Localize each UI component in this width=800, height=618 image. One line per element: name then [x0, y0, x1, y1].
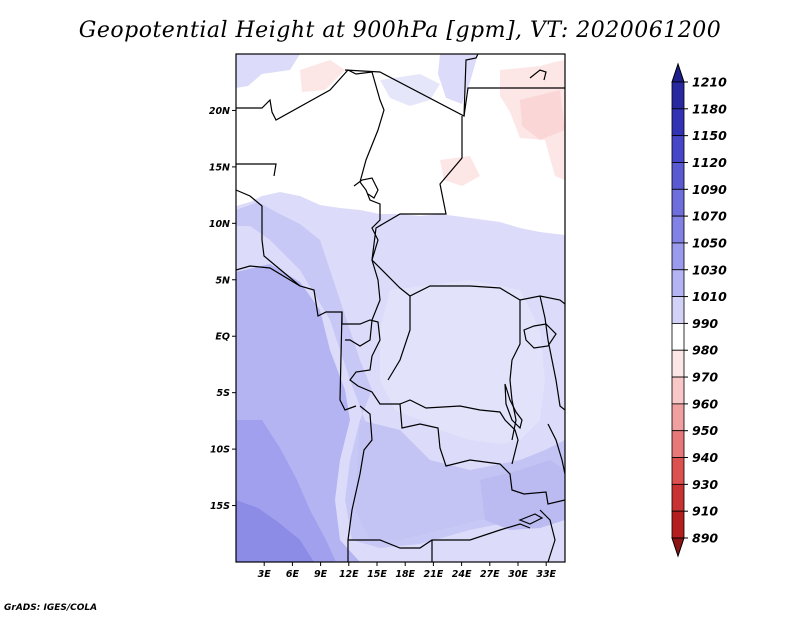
colorbar-segment	[671, 403, 685, 432]
colorbar-segment	[671, 135, 685, 163]
colorbar-label: 1090	[692, 182, 727, 197]
colorbar-label: 960	[692, 396, 718, 411]
latitude-axis: 20N 15N 10N 5N EQ 5S 10S 15S	[209, 106, 236, 512]
country-borders	[236, 54, 565, 562]
lon-label: 18E	[395, 569, 415, 580]
lon-label: 12E	[339, 569, 359, 580]
colorbar-label: 910	[692, 504, 718, 519]
field-band-1030	[236, 202, 565, 548]
lon-label: 3E	[258, 569, 272, 580]
colorbar-segment	[671, 108, 685, 137]
lon-label: 30E	[508, 569, 528, 580]
grads-credit: GrADS: IGES/COLA	[4, 603, 98, 613]
lat-label: EQ	[215, 332, 230, 343]
colorbar-label: 930	[692, 477, 718, 492]
lon-label: 21E	[424, 569, 444, 580]
colorbar-segment	[671, 510, 685, 539]
field-patch-pink-1	[300, 60, 345, 92]
field-patch-pink-3	[520, 90, 565, 140]
lat-label: 15N	[209, 162, 230, 173]
lat-label: 15S	[210, 501, 230, 512]
colorbar-label: 970	[692, 370, 718, 385]
colorbar-top-arrow	[671, 62, 685, 83]
field-band-990	[236, 54, 565, 235]
lon-label: 15E	[367, 569, 387, 580]
lon-label: 24E	[452, 569, 472, 580]
colorbar-label: 1030	[692, 262, 727, 277]
lat-label: 10S	[210, 445, 230, 456]
colorbar-segment	[671, 483, 685, 512]
lon-label: 6E	[286, 569, 300, 580]
field-patch-n2	[380, 74, 440, 106]
colorbar-label: 890	[692, 531, 718, 546]
lat-label: 10N	[209, 219, 230, 230]
field-band-1090	[236, 500, 314, 562]
colorbar-segment	[671, 323, 685, 351]
colorbar-label: 940	[692, 450, 718, 465]
map-frame-border	[235, 53, 566, 563]
lon-label: 9E	[314, 569, 328, 580]
colorbar-segment	[671, 242, 685, 271]
colorbar-label: 1010	[692, 289, 727, 304]
colorbar-label: 1210	[692, 75, 727, 90]
colorbar-label: 990	[692, 316, 718, 331]
colorbar-label: 1180	[692, 101, 727, 116]
colorbar-segment	[671, 215, 685, 244]
colorbar-label: 950	[692, 423, 718, 438]
lat-label: 20N	[209, 106, 230, 117]
colorbar-segment	[671, 457, 685, 485]
longitude-axis: 3E 6E 9E 12E 15E 18E 21E 24E 27E 30E 33E	[258, 562, 557, 580]
field-band-central	[380, 280, 545, 444]
field-band-southeast	[480, 460, 565, 530]
lat-label: 5N	[215, 275, 230, 286]
field-patch-n1	[236, 54, 300, 88]
lon-label: 27E	[480, 569, 500, 580]
colorbar-segment	[671, 162, 685, 190]
lat-label: 5S	[217, 388, 231, 399]
colorbar-segment	[671, 81, 685, 110]
height-field	[236, 54, 565, 562]
colorbar-label: 1150	[692, 128, 727, 143]
colorbar-segment	[671, 376, 685, 405]
colorbar-segment	[671, 430, 685, 458]
field-patch-pink-4	[440, 156, 480, 186]
map-title: Geopotential Height at 900hPa [gpm], VT:…	[78, 18, 722, 43]
colorbar-label: 1120	[692, 155, 727, 170]
colorbar-segment	[671, 349, 685, 378]
colorbar-segment	[671, 188, 685, 217]
colorbar: 1210 1180 1150 1120 1090 1070 1050 1030 1010 990 9…	[671, 62, 727, 558]
colorbar-bottom-arrow	[671, 537, 685, 558]
colorbar-label: 1050	[692, 235, 727, 250]
colorbar-segment	[671, 269, 685, 297]
field-patch-n3	[438, 54, 478, 104]
colorbar-label: 1070	[692, 209, 727, 224]
colorbar-label: 980	[692, 343, 718, 358]
lon-label: 33E	[536, 569, 556, 580]
colorbar-segment	[671, 296, 685, 324]
